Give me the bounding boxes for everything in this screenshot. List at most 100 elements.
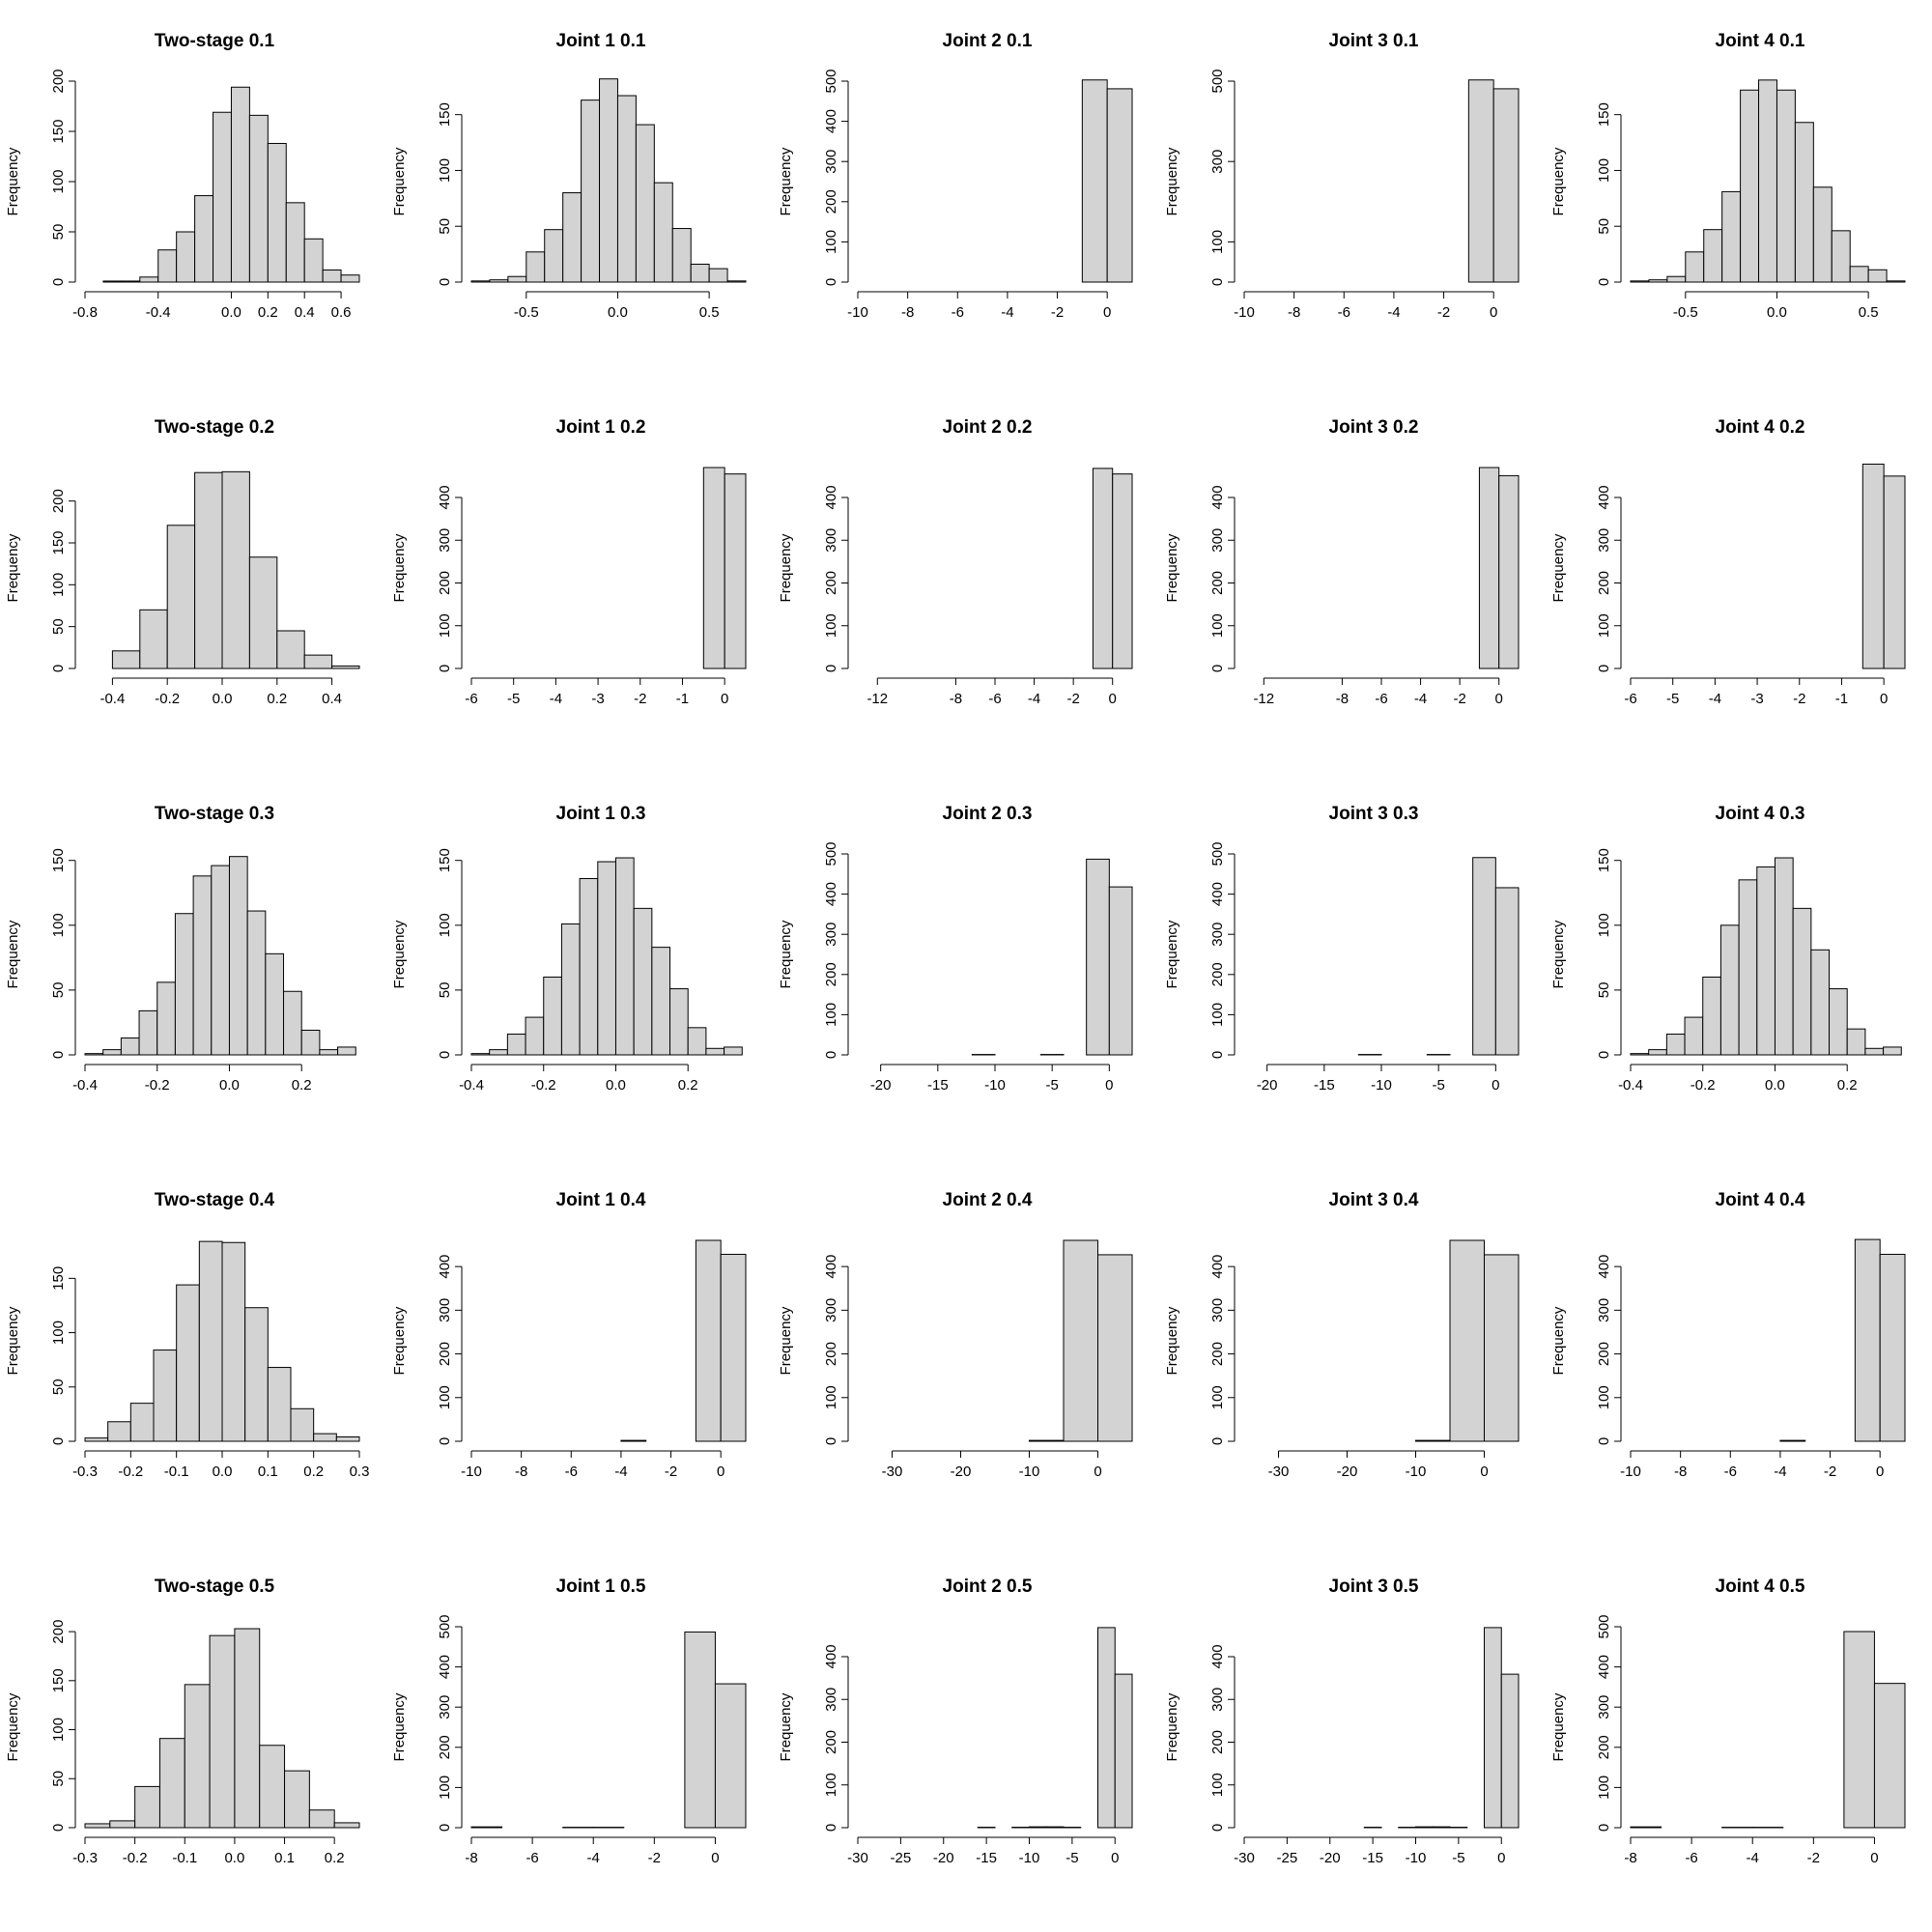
x-tick-label: 0.2 xyxy=(258,304,278,321)
x-tick-label: -8 xyxy=(1336,691,1349,707)
histogram-bar xyxy=(284,1770,310,1829)
x-tick-label: -0.5 xyxy=(514,304,539,321)
y-tick-label: 400 xyxy=(1209,1255,1226,1279)
histogram-bar xyxy=(1738,879,1758,1056)
histogram-panel: Two-stage 0.4 Frequency -0.3 -0.2 -0.1 0.0 0.1… xyxy=(5,1190,369,1480)
histogram-bar xyxy=(157,249,178,283)
x-tick-label: -0.1 xyxy=(164,1463,189,1480)
y-axis-label: Frequency xyxy=(1164,1306,1180,1375)
x-tick-label: 0.0 xyxy=(213,1463,233,1480)
histogram-bar xyxy=(198,1240,223,1442)
y-tick-label: 100 xyxy=(437,913,453,937)
histogram-bar xyxy=(1779,1439,1806,1442)
histogram-bar xyxy=(724,473,747,669)
x-tick-label: -15 xyxy=(1314,1077,1335,1094)
histogram-bar xyxy=(726,280,747,283)
y-tick-label: 200 xyxy=(1209,1342,1226,1366)
histogram-bar xyxy=(1648,279,1668,283)
x-tick-label: -4 xyxy=(1709,691,1721,707)
histogram-bar xyxy=(1092,468,1114,669)
y-tick-label: 100 xyxy=(437,613,453,638)
x-tick-label: -1 xyxy=(676,691,689,707)
histogram-bar xyxy=(633,907,653,1056)
panel-title: Joint 1 0.1 xyxy=(556,31,646,51)
y-tick-label: 300 xyxy=(437,528,453,553)
histogram-panel: Joint 2 0.1 Frequency -10 -8 -6 -4 -2 0 0 100 200 3… xyxy=(778,31,1133,321)
histogram-bar xyxy=(176,231,196,283)
histogram-bar xyxy=(331,665,360,669)
histogram-panel: Joint 2 0.4 Frequency -30 -20 -10 0 0 100 200 300… xyxy=(778,1190,1133,1480)
y-tick-label: 200 xyxy=(50,489,67,513)
histogram-bar xyxy=(470,1826,503,1829)
histogram-bar xyxy=(1665,1034,1686,1056)
histogram-bar xyxy=(276,630,305,669)
x-tick-label: -8 xyxy=(465,1850,477,1866)
histogram-panel: Joint 3 0.1 Frequency -10 -8 -6 -4 -2 0 0 100 300 5… xyxy=(1164,31,1520,321)
histogram-bar xyxy=(1776,89,1796,283)
y-tick-label: 150 xyxy=(50,1266,67,1291)
y-tick-label: 300 xyxy=(437,1298,453,1322)
x-tick-label: -6 xyxy=(1624,691,1636,707)
x-tick-label: -25 xyxy=(1277,1850,1298,1866)
x-tick-label: 0 xyxy=(1109,691,1117,707)
histogram-bar xyxy=(651,947,671,1056)
histogram-bar xyxy=(720,1253,747,1442)
x-tick-label: 0.0 xyxy=(1767,304,1787,321)
y-tick-label: 100 xyxy=(823,1003,839,1027)
y-tick-label: 300 xyxy=(823,150,839,174)
y-tick-label: 150 xyxy=(1596,102,1612,127)
y-tick-label: 400 xyxy=(1209,485,1226,509)
x-tick-label: -5 xyxy=(1666,691,1679,707)
panel-title: Joint 2 0.4 xyxy=(943,1190,1033,1210)
histogram-bar xyxy=(1106,88,1133,283)
histogram-bar xyxy=(579,877,599,1056)
panel-title: Joint 1 0.5 xyxy=(556,1577,646,1597)
y-tick-label: 100 xyxy=(823,613,839,638)
histogram-bar xyxy=(1883,1046,1902,1056)
histogram-bar xyxy=(1648,1049,1667,1056)
y-tick-label: 50 xyxy=(1596,218,1612,235)
histogram-bar xyxy=(1719,924,1740,1056)
histogram-bar xyxy=(1792,907,1812,1056)
histogram-bar xyxy=(581,99,601,283)
histogram-bar xyxy=(1879,1253,1906,1442)
y-tick-label: 150 xyxy=(50,848,67,872)
histogram-bar xyxy=(1829,988,1848,1056)
x-tick-label: -2 xyxy=(634,691,646,707)
y-tick-label: 0 xyxy=(1596,278,1612,286)
y-tick-label: 150 xyxy=(1596,848,1612,872)
histogram-bar xyxy=(121,280,141,283)
x-tick-label: 0.0 xyxy=(608,304,628,321)
x-tick-label: 0 xyxy=(1480,1463,1488,1480)
histogram-panel: Joint 1 0.4 Frequency -10 -8 -6 -4 -2 0 0 100 200 3… xyxy=(391,1190,747,1480)
x-tick-label: -2 xyxy=(1824,1463,1836,1480)
panel-title: Joint 4 0.5 xyxy=(1716,1577,1805,1597)
y-tick-label: 400 xyxy=(1209,882,1226,906)
histogram-bar xyxy=(333,1822,360,1829)
y-tick-label: 300 xyxy=(1596,528,1612,553)
histogram-bar xyxy=(1758,79,1777,283)
y-tick-label: 500 xyxy=(437,1614,453,1638)
histogram-bar xyxy=(687,1027,707,1056)
histogram-bar xyxy=(544,229,564,283)
histogram-bar xyxy=(690,264,710,283)
y-tick-label: 100 xyxy=(50,1321,67,1345)
histogram-bar xyxy=(337,1046,356,1056)
y-tick-label: 0 xyxy=(50,1824,67,1832)
x-tick-label: -10 xyxy=(1406,1850,1427,1866)
y-tick-label: 300 xyxy=(823,923,839,947)
histogram-bar xyxy=(1810,949,1831,1056)
panel-title: Joint 1 0.4 xyxy=(556,1190,646,1210)
y-tick-label: 400 xyxy=(437,485,453,509)
x-tick-label: 0.2 xyxy=(267,691,287,707)
y-tick-label: 500 xyxy=(1596,1614,1612,1638)
x-tick-label: 0 xyxy=(1870,1850,1878,1866)
y-tick-label: 100 xyxy=(1209,1385,1226,1409)
x-tick-label: -8 xyxy=(1674,1463,1687,1480)
histogram-bar xyxy=(489,1049,508,1056)
histogram-bar xyxy=(470,280,491,283)
x-tick-label: -25 xyxy=(891,1850,912,1866)
histogram-panel: Joint 1 0.3 Frequency -0.4 -0.2 0.0 0.2 0 50 100… xyxy=(391,804,743,1094)
x-tick-label: -4 xyxy=(1028,691,1040,707)
histogram-bar xyxy=(129,1403,155,1442)
